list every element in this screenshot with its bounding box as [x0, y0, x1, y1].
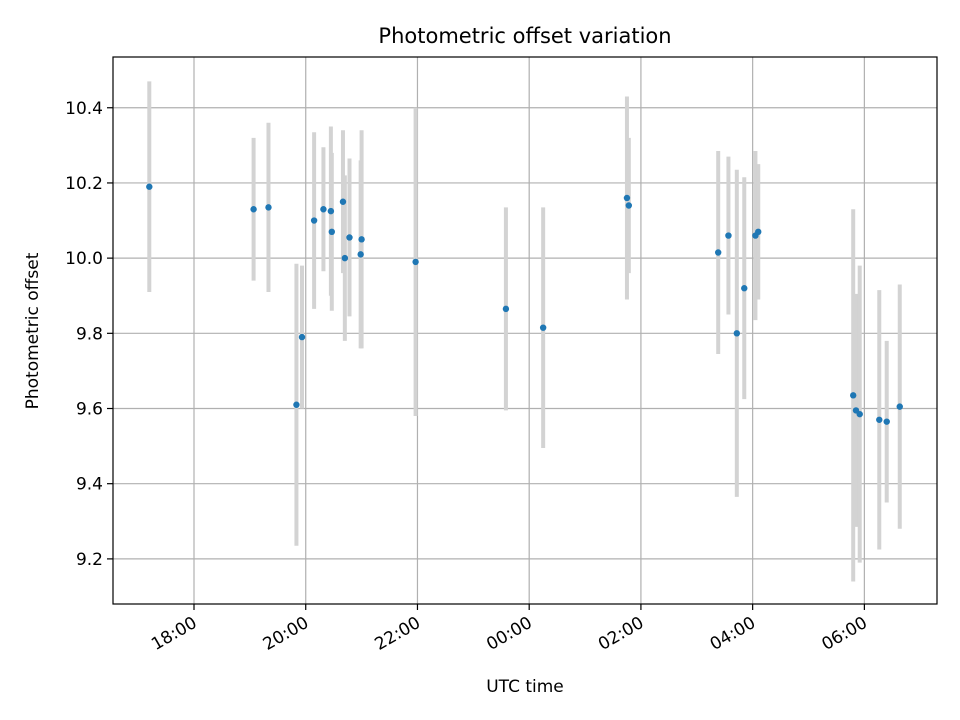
chart-title: Photometric offset variation [378, 24, 671, 48]
error-bars [147, 81, 902, 582]
x-tick-label: 18:00 [148, 613, 200, 655]
x-tick-label: 04:00 [707, 613, 759, 655]
data-point [539, 324, 547, 331]
y-tick-label: 10.0 [65, 249, 103, 269]
grid [113, 57, 937, 604]
x-tick-label: 02:00 [595, 613, 647, 655]
data-point [714, 249, 722, 256]
data-point [310, 217, 318, 224]
y-tick-label: 9.2 [76, 550, 103, 570]
data-point [755, 228, 762, 236]
data-point [733, 330, 741, 337]
x-tick-label: 20:00 [260, 613, 312, 655]
x-tick-label: 22:00 [372, 613, 424, 655]
data-point [328, 228, 336, 236]
data-point [412, 258, 419, 266]
y-tick-label: 9.6 [76, 400, 103, 420]
data-point [883, 418, 890, 425]
data-points [146, 183, 903, 425]
data-point [896, 403, 903, 410]
y-tick-label: 9.4 [76, 475, 103, 495]
data-point [850, 392, 857, 399]
y-tick-label: 10.4 [65, 99, 103, 119]
x-tick-label: 00:00 [483, 613, 535, 655]
data-point [265, 204, 272, 211]
data-point [502, 305, 510, 313]
data-point [293, 401, 300, 408]
data-point [339, 198, 347, 205]
axes: 18:00 20:00 22:00 00:00 02:00 04:00 06:00 9.2 9.… [65, 99, 871, 655]
x-axis-title: UTC time [486, 677, 564, 697]
data-point [250, 206, 257, 213]
data-point [625, 202, 633, 209]
data-point [741, 285, 748, 292]
data-point [358, 236, 365, 243]
data-point [856, 410, 863, 418]
data-point [298, 333, 306, 341]
data-point [876, 416, 883, 423]
y-tick-label: 9.8 [76, 324, 103, 344]
y-axis-title: Photometric offset [23, 252, 43, 409]
x-tick-label: 06:00 [818, 613, 870, 655]
data-point [327, 207, 335, 215]
plot-area-frame [112, 56, 938, 605]
data-point [341, 254, 349, 262]
data-point [357, 251, 364, 258]
y-tick-label: 10.2 [65, 174, 103, 194]
data-point [320, 206, 327, 213]
data-point [146, 183, 153, 190]
data-point [346, 234, 353, 241]
data-point [725, 232, 732, 239]
data-point [623, 194, 631, 202]
